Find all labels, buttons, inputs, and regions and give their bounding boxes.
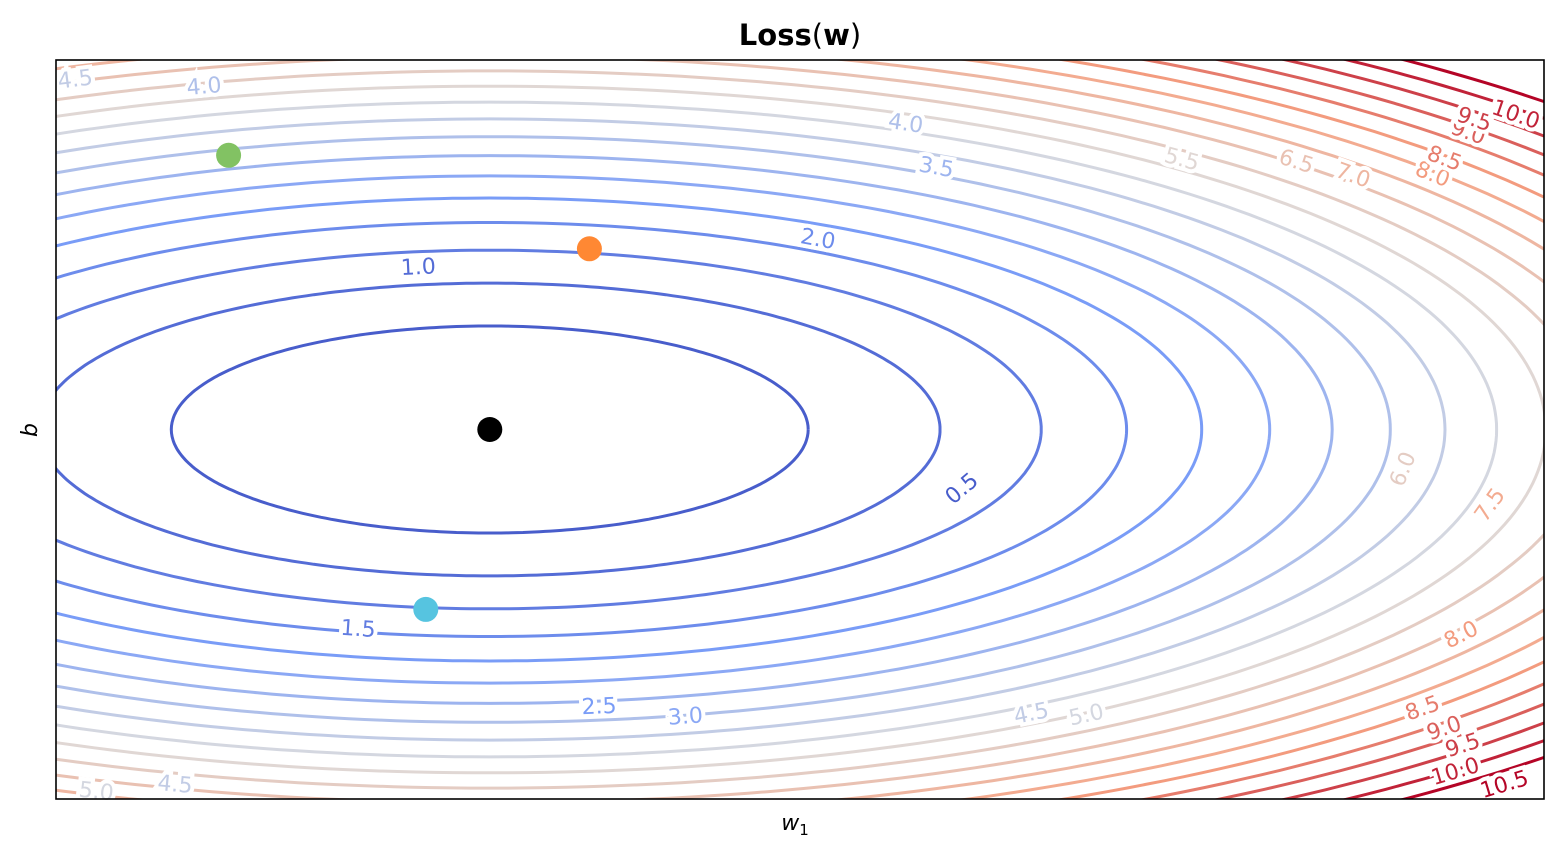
contour-label: 10.0 xyxy=(1488,95,1542,135)
contour-label: 2.5 xyxy=(581,694,617,720)
contour-line xyxy=(56,100,1499,759)
contour-line xyxy=(56,60,1544,799)
contour-line xyxy=(56,221,1129,638)
contour-label: 1.5 xyxy=(340,616,377,643)
chart-title: Loss(w) xyxy=(739,18,861,52)
contour-label: 4.5 xyxy=(156,771,193,799)
y-axis-label: b xyxy=(18,423,43,437)
contour-line xyxy=(956,60,1544,799)
contour-line xyxy=(56,117,1447,742)
contour-label: 5.5 xyxy=(1162,143,1202,176)
contour-label: 3.5 xyxy=(917,152,956,183)
plot-frame xyxy=(55,59,1545,800)
parameter-point xyxy=(477,417,503,442)
contour-label: 3.0 xyxy=(667,703,704,730)
contour-line xyxy=(1055,60,1544,799)
contour-label: 4.0 xyxy=(886,109,924,139)
contour-line xyxy=(56,135,1392,724)
parameter-point xyxy=(576,236,602,262)
contour-line xyxy=(56,248,1043,611)
contour-label: 7.5 xyxy=(1470,484,1511,527)
contour-line xyxy=(56,84,1544,775)
parameter-points xyxy=(216,142,602,622)
contour-line xyxy=(169,324,810,535)
contour-label: 4.0 xyxy=(186,73,223,101)
contour-line xyxy=(56,154,1334,705)
contour-line xyxy=(56,60,1544,799)
parameter-point xyxy=(216,142,242,168)
contour-label: 4.5 xyxy=(1012,698,1051,729)
contour-label: 4.5 xyxy=(56,65,94,94)
contour-line xyxy=(56,196,1204,663)
contour-line xyxy=(56,174,1272,685)
contour-label: 1.0 xyxy=(400,254,436,281)
contour-label: 0.5 xyxy=(941,468,984,510)
contour-label: 6.0 xyxy=(1385,448,1421,490)
contour-line xyxy=(56,281,942,578)
contour-label: 5.0 xyxy=(77,778,115,807)
contour-line xyxy=(56,69,1544,790)
parameter-point xyxy=(413,596,439,622)
x-axis-label: w1 xyxy=(781,811,809,839)
